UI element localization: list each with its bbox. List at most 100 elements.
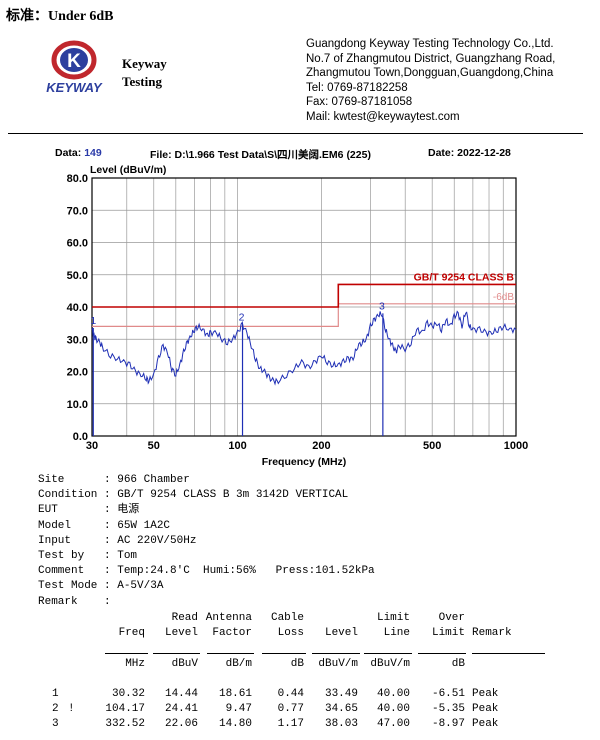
brand-name: Keyway Testing xyxy=(122,55,167,91)
table-unit: dB xyxy=(290,658,304,670)
table-cell: 332.52 xyxy=(105,718,145,730)
y-tick-label: 70.0 xyxy=(67,205,88,217)
x-tick-label: 1000 xyxy=(504,440,528,452)
info-row: EUT : 电源 xyxy=(38,504,140,517)
table-header: Factor xyxy=(212,627,252,639)
info-row: Input : AC 220V/50Hz xyxy=(38,534,197,547)
table-cell: 22.06 xyxy=(164,718,198,730)
table-cell: 104.17 xyxy=(105,703,145,715)
marker-label: 3 xyxy=(379,300,385,312)
company-line: Zhangmutou Town,Dongguan,Guangdong,China xyxy=(306,67,554,80)
info-key: Test by xyxy=(38,550,105,563)
table-cell: 0.44 xyxy=(277,688,304,700)
table-header: Limit xyxy=(376,612,410,624)
info-key: Model xyxy=(38,519,105,532)
table-cell: 24.41 xyxy=(164,703,198,715)
info-row: Remark : xyxy=(38,595,118,608)
table-cell: Peak xyxy=(472,703,499,715)
company-line: No.7 of Zhangmutou District, Guangzhang … xyxy=(306,52,556,65)
x-tick-label: 100 xyxy=(228,440,246,452)
table-unit: dB xyxy=(451,658,465,670)
table-unit: dBuV xyxy=(171,658,198,670)
data-number: Data: 149 xyxy=(55,147,102,159)
y-tick-label: 20.0 xyxy=(67,367,88,379)
margin-line xyxy=(92,303,516,327)
info-key: Remark xyxy=(38,595,105,608)
info-row: Test by : Tom xyxy=(38,550,138,563)
table-cell: 0.77 xyxy=(277,703,304,715)
y-tick-label: 80.0 xyxy=(67,173,88,185)
y-tick-label: 60.0 xyxy=(67,238,88,250)
limit-label: GB/T 9254 CLASS B xyxy=(414,271,515,283)
company-line: Fax: 0769-87181058 xyxy=(306,96,413,109)
header-divider xyxy=(8,133,583,134)
y-tick-label: 50.0 xyxy=(67,270,88,282)
table-cell: -5.35 xyxy=(431,703,465,715)
table-header-rule xyxy=(105,653,148,654)
info-value: Tom xyxy=(117,550,138,563)
table-header: Level xyxy=(164,627,198,639)
table-cell: 40.00 xyxy=(376,703,410,715)
table-header-rule xyxy=(364,653,412,654)
table-header: Limit xyxy=(431,627,465,639)
x-tick-label: 50 xyxy=(148,440,160,452)
brand-line-2: Testing xyxy=(122,74,162,89)
table-cell: Peak xyxy=(472,688,499,700)
info-key: EUT xyxy=(38,504,105,517)
table-cell: 30.32 xyxy=(111,688,145,700)
table-unit: dBuV/m xyxy=(318,658,358,670)
limit-line xyxy=(92,283,516,308)
emission-chart: 0.0 10.0 20.0 30.0 40.0 50.0 60.0 70.0 80.0 30 50 1… xyxy=(67,164,529,468)
info-value: 966 Chamber xyxy=(117,474,190,486)
table-cell: 33.49 xyxy=(324,688,358,700)
x-tick-label: 200 xyxy=(312,440,330,452)
company-line: Tel: 0769-87182258 xyxy=(306,81,408,94)
table-cell: 38.03 xyxy=(324,718,358,730)
table-cell: -8.97 xyxy=(431,718,465,730)
table-header: Level xyxy=(324,627,358,639)
info-value: GB/T 9254 CLASS B 3m 3142D VERTICAL xyxy=(117,489,349,502)
table-cell: 47.00 xyxy=(376,718,410,730)
table-cell: 40.00 xyxy=(376,688,410,700)
company-address: Guangdong Keyway Testing Technology Co.,… xyxy=(306,37,555,125)
standard-note: 标准：Under 6dB xyxy=(6,9,114,24)
y-tick-label: 10.0 xyxy=(67,399,88,411)
table-cell: 1.17 xyxy=(277,718,304,730)
y-tick-label: 30.0 xyxy=(67,334,88,346)
table-header-rule xyxy=(207,653,254,654)
table-header: Antenna xyxy=(205,612,252,624)
info-row: Site : 966 Chamber xyxy=(38,474,190,486)
keyway-logo: K KEYWAY xyxy=(46,40,103,95)
margin-label: -6dB xyxy=(493,292,514,303)
test-date: Date: 2022-12-28 xyxy=(428,147,511,159)
table-cell: 18.61 xyxy=(218,688,252,700)
table-header-rule xyxy=(312,653,360,654)
table-unit: dB/m xyxy=(225,658,252,670)
info-value: 电源 xyxy=(117,504,140,517)
info-key: Site xyxy=(38,474,105,486)
row-number: 1 xyxy=(52,688,59,700)
table-header-rule xyxy=(262,653,306,654)
info-value: 65W 1A2C xyxy=(117,519,171,532)
row-number: 3 xyxy=(52,718,59,730)
info-key: Condition xyxy=(38,489,105,502)
table-cell: 14.44 xyxy=(164,688,198,700)
company-line: Guangdong Keyway Testing Technology Co.,… xyxy=(306,38,554,50)
logo-word: KEYWAY xyxy=(46,80,103,95)
x-axis-label: Frequency (MHz) xyxy=(262,456,347,468)
table-header-rule xyxy=(153,653,200,654)
table-header: Line xyxy=(383,627,410,639)
info-key: Comment xyxy=(38,565,105,578)
brand-line-1: Keyway xyxy=(122,56,167,71)
info-key: Test Mode xyxy=(38,580,105,593)
test-info: Site : 966 Chamber Condition : GB/T 9254 … xyxy=(38,473,375,610)
table-header: Read xyxy=(171,612,198,624)
x-tick-label: 500 xyxy=(423,440,441,452)
info-row: Comment : Temp:24.8'C Humi:56% Press:101… xyxy=(38,565,375,578)
info-value: AC 220V/50Hz xyxy=(117,534,197,547)
info-row: Test Mode : A-5V/3A xyxy=(38,580,164,593)
row-number: 2 xyxy=(52,703,59,715)
table-cell: -6.51 xyxy=(431,688,465,700)
table-cell: 9.47 xyxy=(225,703,252,715)
table-header: Over xyxy=(438,612,465,624)
